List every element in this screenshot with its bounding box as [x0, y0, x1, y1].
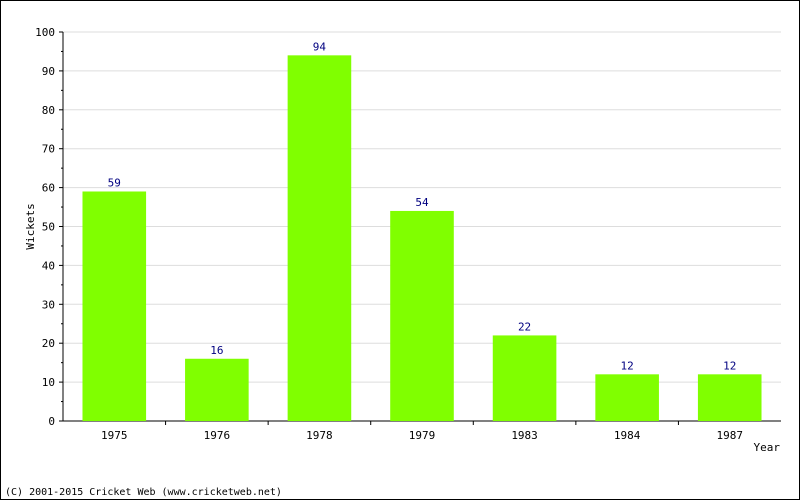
y-tick-label: 0 — [48, 415, 55, 428]
x-tick-label: 1987 — [716, 429, 743, 442]
bar-value-label: 54 — [415, 196, 429, 209]
y-tick-label: 70 — [42, 143, 55, 156]
y-tick-label: 90 — [42, 65, 55, 78]
y-tick-label: 20 — [42, 337, 55, 350]
bar — [390, 210, 454, 421]
x-axis-title: Year — [754, 441, 781, 454]
bar — [287, 55, 352, 422]
y-tick-label: 60 — [42, 182, 55, 195]
bar — [185, 358, 249, 421]
bar — [492, 335, 557, 421]
y-tick-label: 80 — [42, 104, 55, 117]
bar — [697, 374, 762, 421]
bar-value-label: 59 — [108, 176, 121, 189]
x-tick-label: 1975 — [101, 429, 128, 442]
y-tick-label: 40 — [42, 259, 55, 272]
x-tick-label: 1984 — [614, 429, 641, 442]
y-tick-label: 10 — [42, 376, 55, 389]
y-tick-label: 100 — [35, 26, 55, 39]
y-axis-title: Wickets — [24, 203, 37, 249]
bar — [82, 191, 147, 421]
copyright-text: (C) 2001-2015 Cricket Web (www.cricketwe… — [5, 487, 282, 498]
bar-value-label: 12 — [621, 359, 634, 372]
x-tick-label: 1979 — [409, 429, 436, 442]
bar-value-label: 12 — [723, 359, 736, 372]
y-tick-label: 50 — [42, 221, 55, 234]
bar-value-label: 16 — [210, 344, 223, 357]
bar-value-label: 94 — [313, 40, 327, 53]
bar — [595, 374, 659, 421]
y-tick-label: 30 — [42, 298, 55, 311]
bar-value-label: 22 — [518, 320, 531, 333]
x-tick-label: 1976 — [204, 429, 231, 442]
x-tick-label: 1983 — [511, 429, 538, 442]
x-tick-label: 1978 — [306, 429, 333, 442]
